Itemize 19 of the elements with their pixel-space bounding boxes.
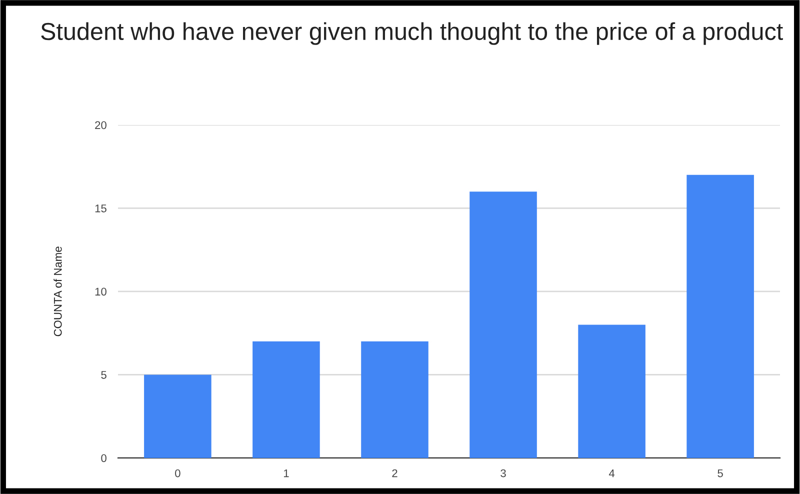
- bar: [361, 341, 428, 458]
- x-tick-label: 0: [175, 469, 180, 478]
- bar: [144, 374, 212, 458]
- x-tick-label: 1: [284, 469, 289, 478]
- y-tick-label: 20: [95, 121, 106, 130]
- x-tick-label: 4: [608, 469, 615, 478]
- bar: [578, 324, 646, 458]
- y-tick-label: 10: [95, 288, 106, 296]
- x-tick-label: 5: [718, 469, 723, 478]
- x-tick-label: 2: [392, 469, 398, 478]
- y-tick-label: 15: [95, 204, 106, 212]
- chart-title: Student who have never given much thought to the price of a product: [41, 22, 783, 45]
- x-tick-label: 3: [500, 469, 506, 478]
- bar: [252, 341, 320, 458]
- bar: [686, 174, 754, 458]
- y-axis-title: COUNTA of Name: [54, 246, 62, 336]
- bar: [470, 192, 537, 458]
- y-tick-label: 0: [101, 454, 106, 462]
- y-tick-label: 5: [101, 371, 106, 379]
